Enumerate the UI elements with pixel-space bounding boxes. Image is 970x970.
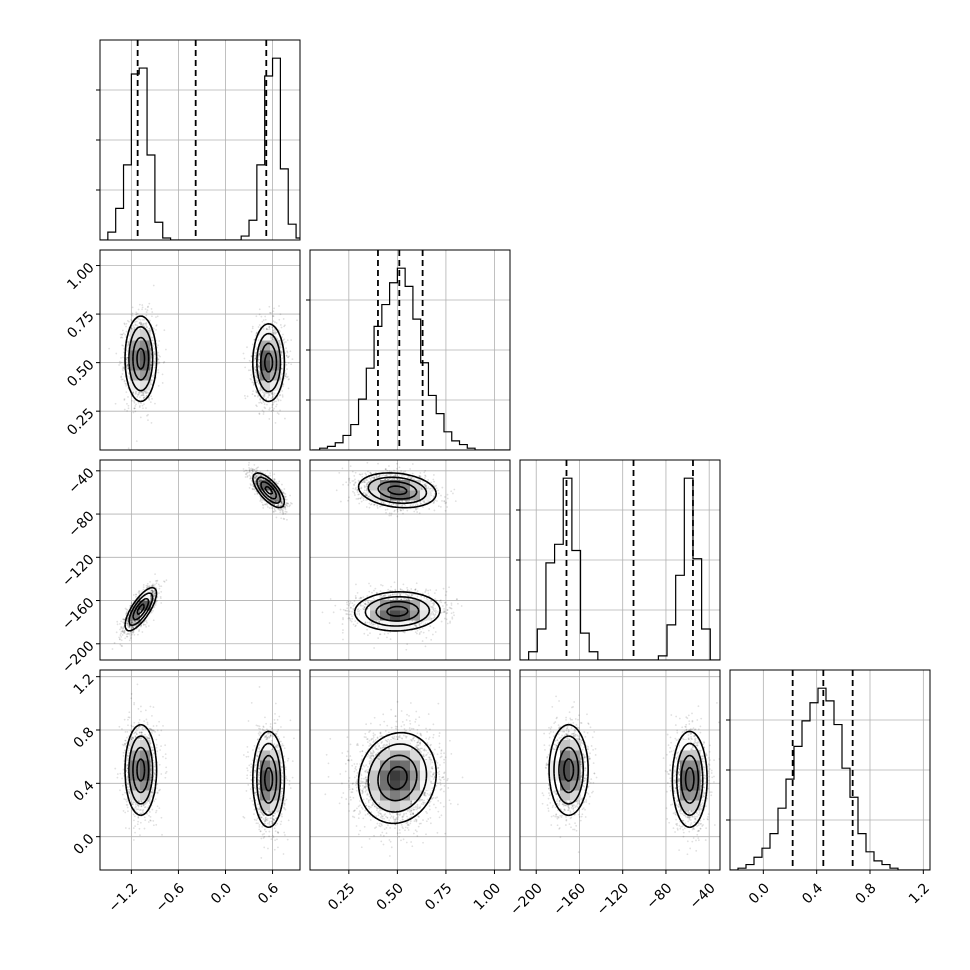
x-tick-label: 0.25 (325, 880, 358, 913)
panel-frame (99, 39, 301, 241)
x-tick-label: −120 (594, 880, 633, 919)
x-tick-label: 0.8 (853, 880, 880, 907)
y-tick-label: 0.8 (71, 724, 98, 751)
x-tick-label: −40 (687, 880, 719, 912)
histogram-panel-0 (96, 39, 301, 241)
x-tick-label: −200 (507, 880, 546, 919)
x-tick-label: −0.6 (153, 880, 188, 915)
panel-frame (99, 669, 301, 871)
panel-frame (729, 669, 931, 871)
contour-line (553, 735, 704, 817)
histogram-1 (311, 267, 510, 450)
panel-frame (309, 249, 511, 451)
contour-line (357, 731, 438, 825)
contour-line (136, 347, 274, 373)
contour-line (367, 743, 428, 813)
x-tick-label: 0.50 (374, 880, 407, 913)
panel-frame (309, 669, 511, 871)
histogram-panel-3 (726, 669, 931, 871)
x-tick-label: 0.0 (208, 880, 235, 907)
x-tick-label: 0.75 (422, 880, 455, 913)
histogram-3 (730, 687, 930, 870)
contour-line (386, 485, 409, 617)
contour-line (375, 480, 420, 622)
contour-line (377, 754, 418, 802)
contour-line (563, 758, 695, 792)
panel-frame (519, 459, 721, 661)
x-tick-label: 1.00 (471, 880, 504, 913)
contour-line (124, 723, 286, 829)
contour-line (132, 336, 278, 383)
contour-line (353, 472, 441, 632)
x-tick-label: 0.6 (255, 880, 282, 907)
panel-frame (519, 669, 721, 871)
scatter-panel-1-3 (309, 669, 511, 871)
y-tick-label: 0.75 (64, 308, 97, 341)
y-tick-label: 0.25 (64, 406, 97, 439)
contour-line (364, 476, 431, 627)
contour-line (136, 485, 274, 616)
contour-line (124, 315, 286, 403)
y-tick-label: 1.2 (71, 671, 98, 698)
contour-line (128, 325, 282, 393)
contour-line (128, 735, 282, 817)
x-tick-label: 0.4 (799, 880, 826, 907)
x-tick-label: −1.2 (106, 880, 141, 915)
scatter-panel-0-3 (99, 669, 301, 871)
contour-line (386, 765, 408, 791)
contour-line (136, 758, 274, 792)
y-tick-label: −200 (59, 638, 98, 677)
x-tick-label: −160 (551, 880, 590, 919)
scatter-panel-0-1 (99, 249, 301, 451)
y-tick-label: −160 (59, 595, 98, 634)
contour-line (548, 723, 708, 829)
contour-line (128, 476, 282, 627)
histogram-0 (100, 57, 300, 240)
contour-line (558, 746, 700, 805)
scatter-panel-2-3 (519, 669, 721, 871)
y-tick-label: −120 (59, 552, 98, 591)
contour-line (132, 746, 278, 804)
contour-line (132, 481, 278, 621)
scatter-panel-1-2 (309, 459, 511, 661)
scatter-panel-0-2 (99, 459, 301, 661)
y-tick-label: 1.00 (64, 260, 97, 293)
y-tick-label: 0.50 (64, 357, 97, 390)
histogram-panel-2 (516, 459, 721, 661)
y-tick-label: 0.0 (71, 831, 98, 858)
panel-frame (309, 459, 511, 661)
x-tick-label: 0.0 (746, 880, 773, 907)
panel-frame (99, 249, 301, 451)
x-tick-label: −80 (643, 880, 675, 912)
y-tick-label: −40 (65, 465, 97, 497)
histogram-panel-1 (306, 249, 511, 451)
histogram-2 (520, 477, 720, 660)
panel-frame (99, 459, 301, 661)
y-tick-label: −80 (65, 508, 97, 540)
y-tick-label: 0.4 (71, 778, 98, 805)
contour-line (124, 472, 286, 632)
x-tick-label: 1.2 (906, 880, 933, 907)
